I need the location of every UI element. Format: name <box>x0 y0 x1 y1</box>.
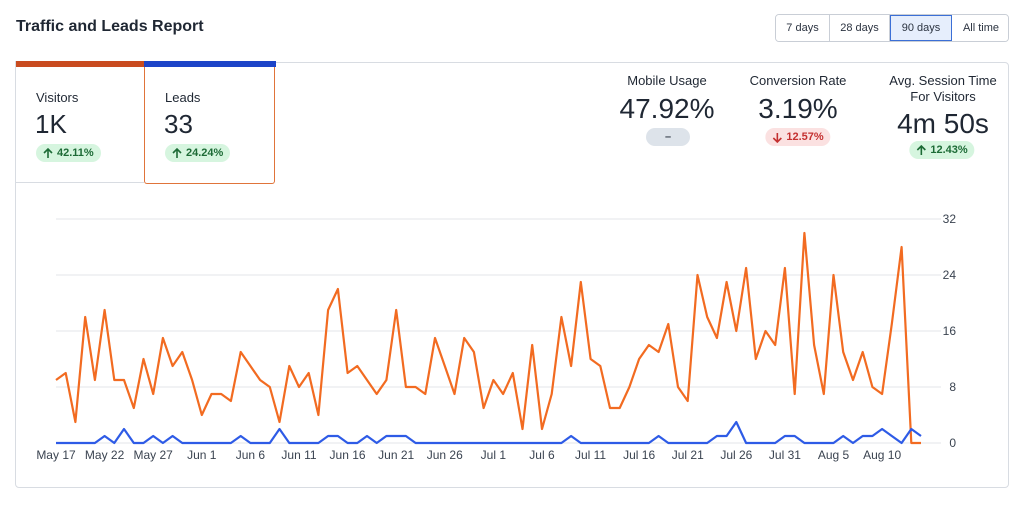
x-tick-label: Jul 31 <box>769 448 801 462</box>
leads-line <box>56 420 922 445</box>
y-tick-label: 32 <box>943 212 957 226</box>
y-tick-label: 16 <box>943 324 957 338</box>
metric-conversion-rate-label: Conversion Rate <box>749 73 847 88</box>
arrow-up-icon <box>916 144 926 155</box>
metric-avg-session-time-value: 4m 50s <box>897 108 989 139</box>
tab-visitors-value: 1K <box>35 109 67 139</box>
range-28-days-button[interactable]: 28 days <box>830 15 890 41</box>
x-tick-label: Aug 10 <box>863 448 901 462</box>
arrow-up-icon <box>43 147 53 158</box>
x-tick-label: May 22 <box>85 448 125 462</box>
metric-avg-session-time-sublabel: For Visitors <box>910 89 976 104</box>
x-tick-label: May 27 <box>134 448 174 462</box>
metric-avg-session-time-change-badge: 12.43% <box>909 141 975 159</box>
traffic-leads-line-chart: 0 8 16 24 32 May 17 May 22 May 27 Jun 1 Jun 6 Jun … <box>36 212 957 462</box>
metric-mobile-usage-label: Mobile Usage <box>627 73 707 88</box>
metric-conversion-rate-change-value: 12.57% <box>786 131 824 143</box>
metric-conversion-rate-change-badge: 12.57% <box>765 128 831 146</box>
x-tick-label: Jun 16 <box>330 448 366 462</box>
chart-area: 0 8 16 24 32 May 17 May 22 May 27 Jun 1 Jun 6 Jun … <box>16 184 1008 484</box>
tab-leads-accent-bar <box>143 61 276 67</box>
metric-mobile-usage-value: 47.92% <box>619 93 715 124</box>
metric-mobile-usage: Mobile Usage 47.92% – <box>614 73 720 148</box>
metric-conversion-rate: Conversion Rate 3.19% 12.57% <box>742 73 854 148</box>
x-tick-label: Aug 5 <box>818 448 850 462</box>
tab-visitors[interactable]: Visitors 1K 42.11% <box>15 61 144 183</box>
x-tick-label: Jun 1 <box>187 448 217 462</box>
x-tick-label: Jul 6 <box>529 448 555 462</box>
x-tick-label: Jul 11 <box>575 448 606 462</box>
arrow-up-icon <box>172 147 182 158</box>
y-tick-label: 8 <box>949 380 956 394</box>
y-tick-label: 24 <box>943 268 957 282</box>
tab-visitors-accent-bar <box>16 61 144 67</box>
range-all-time-button[interactable]: All time <box>952 15 1008 41</box>
range-90-days-button[interactable]: 90 days <box>890 15 952 41</box>
tab-leads-change-badge: 24.24% <box>165 144 231 162</box>
x-tick-label: May 17 <box>36 448 76 462</box>
x-tick-label: Jul 26 <box>720 448 752 462</box>
tab-leads-value: 33 <box>164 109 193 139</box>
tab-leads[interactable]: Leads 33 24.24% <box>143 61 276 184</box>
metric-mobile-usage-change-badge: – <box>646 128 690 146</box>
range-7-days-button[interactable]: 7 days <box>776 15 830 41</box>
visitors-line <box>55 231 921 445</box>
x-tick-label: Jul 1 <box>481 448 507 462</box>
x-tick-label: Jun 6 <box>236 448 266 462</box>
arrow-down-icon <box>772 132 782 143</box>
page-title: Traffic and Leads Report <box>16 18 204 35</box>
metric-avg-session-time-change-value: 12.43% <box>930 144 968 156</box>
tab-visitors-label: Visitors <box>36 90 79 105</box>
report-card <box>15 62 1009 488</box>
tab-visitors-change-value: 42.11% <box>57 147 94 159</box>
metric-conversion-rate-value: 3.19% <box>758 93 838 124</box>
x-tick-label: Jun 26 <box>427 448 463 462</box>
x-tick-label: Jun 11 <box>281 448 316 462</box>
metric-avg-session-time: Avg. Session Time For Visitors 4m 50s 12… <box>876 73 1010 161</box>
metric-avg-session-time-label: Avg. Session Time <box>889 73 997 88</box>
x-tick-label: Jul 16 <box>623 448 655 462</box>
x-tick-label: Jun 21 <box>378 448 414 462</box>
tab-visitors-change-badge: 42.11% <box>36 144 101 162</box>
metric-mobile-usage-change-value: – <box>664 131 672 143</box>
x-tick-label: Jul 21 <box>672 448 704 462</box>
tab-leads-label: Leads <box>165 90 201 105</box>
y-tick-label: 0 <box>949 436 956 450</box>
date-range-selector: 7 days 28 days 90 days All time <box>775 14 1009 42</box>
tab-leads-change-value: 24.24% <box>186 147 224 159</box>
